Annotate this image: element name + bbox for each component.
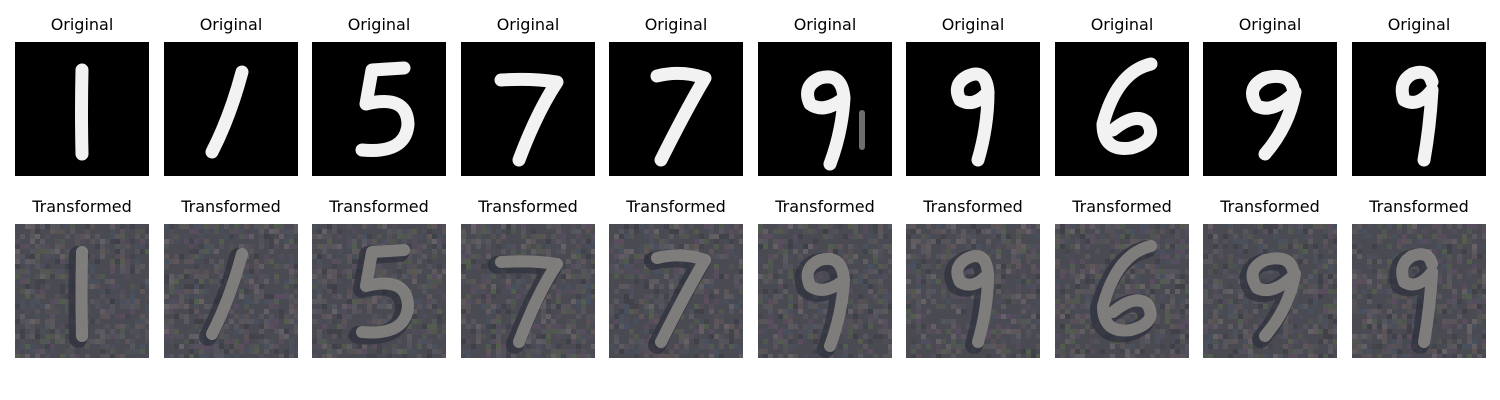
panel-title: Original	[1387, 15, 1451, 34]
noise-pixels	[164, 224, 298, 358]
original-panel: Original	[906, 14, 1040, 176]
panel-title: Transformed	[1220, 197, 1320, 216]
digit-stroke	[950, 67, 995, 167]
transformed-digit-image	[1055, 224, 1189, 358]
image-background	[461, 42, 595, 176]
original-digit-image	[164, 42, 298, 176]
digit-stroke	[356, 244, 414, 339]
digit-stroke	[1246, 69, 1302, 161]
original-digit-image	[461, 42, 595, 176]
original-digit-image	[1203, 42, 1337, 176]
panel-title: Transformed	[1072, 197, 1172, 216]
original-digit-image	[1055, 42, 1189, 176]
transformed-digit-image	[758, 224, 892, 358]
digit-stroke	[75, 246, 88, 342]
digit-stroke	[1396, 248, 1438, 348]
noise-pixels	[758, 224, 892, 358]
original-panel: Original	[1352, 14, 1486, 176]
panel-title: Transformed	[775, 197, 875, 216]
transformed-digit-image	[312, 224, 446, 358]
original-panel: Original	[758, 14, 892, 176]
original-panel: Original	[1055, 14, 1189, 176]
transformed-panel: Transformed	[164, 196, 298, 358]
original-digit-image	[15, 42, 149, 176]
original-panel: Original	[461, 14, 595, 176]
panel-title: Transformed	[923, 197, 1023, 216]
original-panel: Original	[1203, 14, 1337, 176]
original-panel: Original	[312, 14, 446, 176]
transformed-panel: Transformed	[758, 196, 892, 358]
digit-stroke	[495, 255, 563, 348]
original-panel: Original	[15, 14, 149, 176]
digit-stroke	[651, 249, 711, 348]
noise-pixels	[15, 224, 149, 358]
panel-title: Original	[347, 15, 411, 34]
panel-title: Original	[793, 15, 857, 34]
original-digit-image	[758, 42, 892, 176]
transformed-digit-image	[1203, 224, 1337, 358]
panel-title: Transformed	[32, 197, 132, 216]
panel-title: Original	[50, 15, 114, 34]
original-digit-image	[312, 42, 446, 176]
digit-stroke	[1395, 65, 1439, 167]
panel-title: Original	[1090, 15, 1154, 34]
transformed-panel: Transformed	[1203, 196, 1337, 358]
transformed-digit-image	[1352, 224, 1486, 358]
digit-stroke	[1097, 240, 1157, 337]
digit-stroke	[206, 248, 248, 340]
transformed-panel: Transformed	[609, 196, 743, 358]
transformed-digit-image	[609, 224, 743, 358]
original-digit-image	[906, 42, 1040, 176]
transformed-digit-image	[164, 224, 298, 358]
transformed-digit-image	[15, 224, 149, 358]
transformed-digit-image	[906, 224, 1040, 358]
noise-pixels	[609, 224, 743, 358]
transformed-panel: Transformed	[906, 196, 1040, 358]
digit-stroke	[951, 250, 994, 348]
transformed-panel: Transformed	[312, 196, 446, 358]
transformed-row: Transformed Transformed Transformed Transfo…	[0, 196, 1500, 358]
digit-stroke	[801, 70, 851, 171]
panel-title: Transformed	[1369, 197, 1469, 216]
image-background	[609, 42, 743, 176]
transformed-digit-image	[461, 224, 595, 358]
panel-title: Original	[199, 15, 263, 34]
original-digit-image	[1352, 42, 1486, 176]
digit-stroke	[494, 72, 564, 167]
panel-title: Transformed	[181, 197, 281, 216]
digit-stroke	[1096, 57, 1158, 155]
original-panel: Original	[609, 14, 743, 176]
panel-title: Original	[496, 15, 560, 34]
transformed-panel: Transformed	[15, 196, 149, 358]
transformed-panel: Transformed	[1055, 196, 1189, 358]
digit-stroke	[801, 253, 850, 352]
digit-stroke	[75, 63, 89, 161]
digit-stroke	[355, 61, 415, 157]
transformed-panel: Transformed	[1352, 196, 1486, 358]
panel-title: Original	[1238, 15, 1302, 34]
panel-title: Original	[941, 15, 1005, 34]
original-panel: Original	[164, 14, 298, 176]
artifact-stroke	[859, 110, 865, 150]
panel-title: Transformed	[329, 197, 429, 216]
panel-title: Transformed	[626, 197, 726, 216]
digit-stroke	[205, 65, 249, 159]
original-row: Original Original Original Original Original…	[0, 14, 1500, 176]
original-digit-image	[609, 42, 743, 176]
panel-title: Transformed	[478, 197, 578, 216]
panel-title: Original	[644, 15, 708, 34]
digit-stroke	[650, 66, 712, 167]
digit-stroke	[1246, 252, 1301, 342]
transformed-panel: Transformed	[461, 196, 595, 358]
image-background	[1055, 42, 1189, 176]
